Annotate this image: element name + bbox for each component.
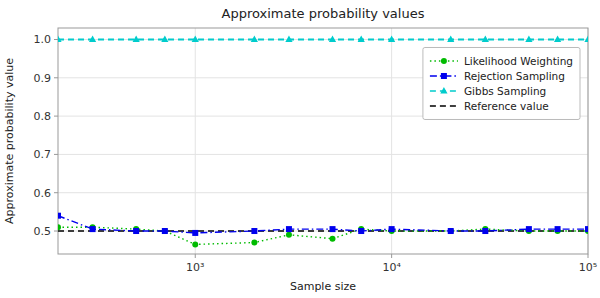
legend-marker: [441, 58, 447, 64]
legend: Likelihood Weighting Rejection Sampling Gi…: [423, 47, 580, 119]
marker: [251, 228, 257, 234]
marker: [526, 226, 532, 232]
x-axis-label: Sample size: [290, 280, 356, 293]
marker: [482, 35, 489, 42]
tick-label: 0.8: [34, 110, 52, 123]
tick: [54, 39, 58, 40]
tick-label: 10⁴: [382, 261, 401, 274]
marker: [162, 228, 168, 234]
marker: [482, 228, 488, 234]
tick: [54, 154, 58, 155]
tick: [54, 231, 58, 232]
marker: [389, 226, 395, 232]
legend-swatch: [430, 105, 458, 107]
marker: [58, 35, 62, 42]
axes: 10³ 10⁴ 10⁵ 0.5 0.6 0.7 0.8 0.9 1.0: [34, 33, 598, 274]
marker: [448, 228, 454, 234]
marker: [358, 228, 364, 234]
marker: [447, 35, 454, 42]
marker: [584, 35, 588, 42]
marker: [329, 35, 336, 42]
marker: [251, 240, 257, 246]
tick: [195, 254, 196, 258]
tick: [391, 254, 392, 258]
marker: [133, 35, 140, 42]
grid-line: [58, 192, 588, 193]
marker: [90, 226, 96, 232]
title: Approximate probability values: [222, 6, 425, 21]
tick: [54, 116, 58, 117]
legend-box: [423, 47, 580, 119]
legend-label: Rejection Sampling: [464, 70, 565, 82]
legend-label: Reference value: [464, 100, 549, 112]
marker: [286, 232, 292, 238]
marker: [162, 228, 168, 234]
marker: [358, 35, 365, 42]
marker: [285, 35, 292, 42]
plot-frame: [58, 28, 588, 254]
marker: [585, 226, 588, 232]
marker: [388, 35, 395, 42]
marker: [192, 35, 199, 42]
tick: [588, 254, 589, 258]
tick-label: 0.9: [34, 72, 52, 85]
tick-label: 0.6: [34, 187, 52, 200]
marker: [555, 226, 561, 232]
marker: [133, 228, 139, 234]
tick-label: 0.5: [34, 225, 52, 238]
tick-label: 10³: [186, 261, 204, 274]
marker: [448, 228, 454, 234]
marker: [161, 35, 168, 42]
marker: [58, 213, 61, 219]
marker: [192, 230, 198, 236]
grid-line: [58, 154, 588, 155]
marker: [251, 35, 258, 42]
marker: [330, 226, 336, 232]
y-axis-label: Approximate probability value: [3, 58, 16, 224]
legend-marker: [440, 87, 447, 94]
grid: [58, 28, 588, 254]
legend-label: Likelihood Weighting: [464, 55, 573, 67]
chart: 10³ 10⁴ 10⁵ 0.5 0.6 0.7 0.8 0.9 1.0 Approximate p…: [0, 0, 600, 298]
tick-label: 10⁵: [579, 261, 597, 274]
tick-label: 1.0: [34, 33, 52, 46]
grid-line: [391, 28, 392, 254]
legend-label: Gibbs Sampling: [464, 85, 546, 97]
marker: [554, 35, 561, 42]
legend-marker: [441, 73, 447, 79]
tick: [54, 192, 58, 193]
marker: [525, 35, 532, 42]
marker: [330, 236, 336, 242]
marker: [89, 35, 96, 42]
data: [58, 35, 588, 247]
marker: [286, 226, 292, 232]
grid-line: [195, 28, 196, 254]
tick-label: 0.7: [34, 148, 52, 161]
marker: [58, 224, 61, 230]
marker: [192, 241, 198, 247]
tick: [54, 77, 58, 78]
